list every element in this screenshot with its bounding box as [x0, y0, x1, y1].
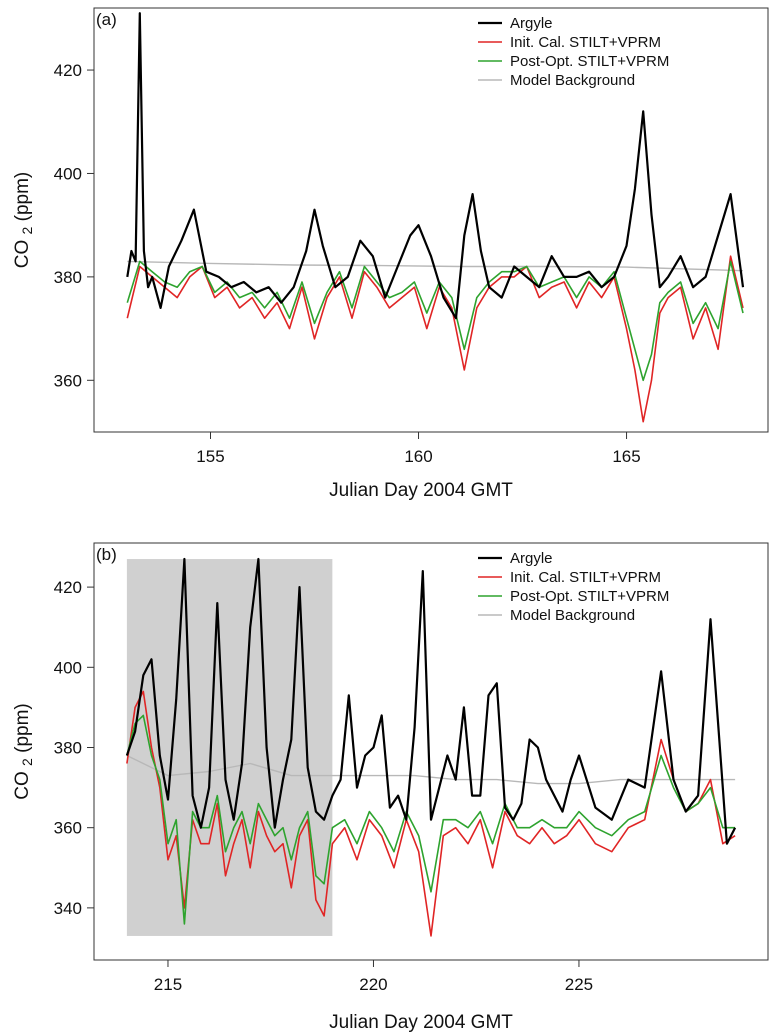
- legend-label: Post-Opt. STILT+VPRM: [510, 53, 669, 70]
- series-line-init-cal-stilt-vprm: [126, 255, 744, 423]
- y-tick-label: 420: [54, 61, 82, 80]
- x-axis-label: Julian Day 2004 GMT: [329, 1012, 513, 1033]
- legend-label: Argyle: [510, 550, 553, 567]
- panel-tag: (a): [96, 10, 117, 29]
- series-line-argyle: [125, 557, 737, 845]
- y-tick-label: 380: [54, 738, 82, 757]
- x-tick-label: 215: [154, 975, 182, 994]
- y-tick-label: 420: [54, 578, 82, 597]
- x-axis-label: Julian Day 2004 GMT: [329, 480, 513, 501]
- series-line-init-cal-stilt-vprm: [126, 690, 736, 937]
- series-line-model-background: [126, 754, 736, 785]
- y-axis-label: CO 2 (ppm): [12, 172, 35, 268]
- y-tick-label: 360: [54, 819, 82, 838]
- chart-panel-1: 340 360 380 400 420 215 220 225 Julian Day 2004 …: [12, 542, 769, 1033]
- series-line-post-opt-stilt-vprm: [126, 714, 736, 925]
- x-tick-label: 160: [404, 447, 432, 466]
- series-line-argyle: [126, 12, 745, 320]
- legend-label: Model Background: [510, 607, 635, 624]
- x-tick-label: 155: [196, 447, 224, 466]
- series-line-model-background: [127, 260, 744, 272]
- panel-tag: (b): [96, 545, 117, 564]
- y-tick-label: 400: [54, 658, 82, 677]
- y-tick-label: 360: [54, 371, 82, 390]
- y-tick-label: 380: [54, 268, 82, 287]
- plot-frame: [93, 7, 769, 433]
- x-tick-label: 220: [359, 975, 387, 994]
- y-tick-label: 400: [54, 164, 82, 183]
- y-tick-label: 340: [54, 899, 82, 918]
- series-line-post-opt-stilt-vprm: [126, 260, 744, 382]
- chart-panel-0: 360 380 400 420 155 160 165 Julian Day 2004 GMT…: [12, 7, 769, 501]
- legend-label: Init. Cal. STILT+VPRM: [510, 569, 661, 586]
- legend-label: Argyle: [510, 15, 553, 32]
- legend-label: Post-Opt. STILT+VPRM: [510, 588, 669, 605]
- legend-label: Model Background: [510, 72, 635, 89]
- legend-label: Init. Cal. STILT+VPRM: [510, 34, 661, 51]
- x-tick-label: 165: [612, 447, 640, 466]
- x-tick-label: 225: [565, 975, 593, 994]
- y-axis-label: CO 2 (ppm): [12, 703, 35, 799]
- plot-frame: [93, 542, 769, 961]
